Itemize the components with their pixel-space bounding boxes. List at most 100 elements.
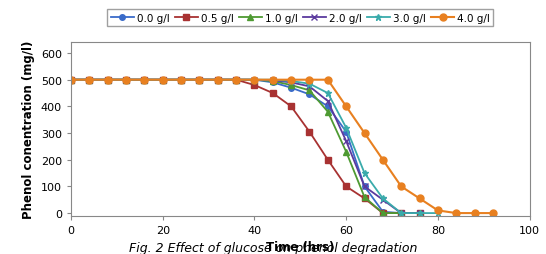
0.5 g/l [251,84,258,87]
0.0 g/l [398,212,405,215]
3.0 g/l [416,212,423,215]
4.0 g/l [196,79,203,82]
0.0 g/l [379,210,386,213]
3.0 g/l [86,79,93,82]
1.0 g/l [233,79,239,82]
3.0 g/l [435,212,441,215]
2.0 g/l [68,79,74,82]
Line: 3.0 g/l: 3.0 g/l [68,77,441,217]
2.0 g/l [324,100,331,103]
1.0 g/l [361,196,368,199]
4.0 g/l [68,79,74,82]
2.0 g/l [306,86,313,89]
0.0 g/l [233,79,239,82]
1.0 g/l [306,89,313,92]
3.0 g/l [196,79,203,82]
0.5 g/l [288,105,294,108]
1.0 g/l [215,79,221,82]
3.0 g/l [379,197,386,200]
4.0 g/l [251,79,258,82]
2.0 g/l [123,79,129,82]
2.0 g/l [416,212,423,215]
0.0 g/l [141,79,147,82]
3.0 g/l [270,79,276,82]
0.0 g/l [86,79,93,82]
3.0 g/l [141,79,147,82]
1.0 g/l [324,111,331,114]
4.0 g/l [288,79,294,82]
0.0 g/l [159,79,166,82]
2.0 g/l [178,79,185,82]
0.0 g/l [251,79,258,82]
3.0 g/l [233,79,239,82]
1.0 g/l [178,79,185,82]
0.0 g/l [343,131,349,134]
3.0 g/l [215,79,221,82]
4.0 g/l [453,212,460,215]
2.0 g/l [86,79,93,82]
0.5 g/l [86,79,93,82]
2.0 g/l [196,79,203,82]
Text: Fig. 2 Effect of glucose on phenol degradation: Fig. 2 Effect of glucose on phenol degra… [129,242,417,254]
2.0 g/l [141,79,147,82]
1.0 g/l [86,79,93,82]
0.0 g/l [288,87,294,90]
4.0 g/l [435,209,441,212]
Line: 0.0 g/l: 0.0 g/l [68,78,404,216]
0.5 g/l [196,79,203,82]
0.5 g/l [123,79,129,82]
3.0 g/l [68,79,74,82]
4.0 g/l [471,212,478,215]
4.0 g/l [159,79,166,82]
4.0 g/l [270,79,276,82]
Line: 0.5 g/l: 0.5 g/l [68,78,422,216]
3.0 g/l [104,79,111,82]
0.5 g/l [398,212,405,215]
1.0 g/l [251,79,258,82]
3.0 g/l [123,79,129,82]
2.0 g/l [379,198,386,201]
3.0 g/l [159,79,166,82]
4.0 g/l [104,79,111,82]
2.0 g/l [233,79,239,82]
0.0 g/l [104,79,111,82]
4.0 g/l [490,212,496,215]
Legend: 0.0 g/l, 0.5 g/l, 1.0 g/l, 2.0 g/l, 3.0 g/l, 4.0 g/l: 0.0 g/l, 0.5 g/l, 1.0 g/l, 2.0 g/l, 3.0 … [108,10,493,27]
4.0 g/l [215,79,221,82]
4.0 g/l [233,79,239,82]
1.0 g/l [104,79,111,82]
4.0 g/l [398,185,405,188]
0.0 g/l [123,79,129,82]
0.5 g/l [343,185,349,188]
2.0 g/l [104,79,111,82]
0.5 g/l [306,131,313,134]
1.0 g/l [123,79,129,82]
1.0 g/l [343,151,349,154]
0.0 g/l [215,79,221,82]
3.0 g/l [178,79,185,82]
4.0 g/l [324,79,331,82]
2.0 g/l [270,80,276,83]
2.0 g/l [215,79,221,82]
1.0 g/l [379,212,386,215]
4.0 g/l [361,132,368,135]
4.0 g/l [123,79,129,82]
0.5 g/l [141,79,147,82]
0.5 g/l [159,79,166,82]
3.0 g/l [361,172,368,175]
1.0 g/l [141,79,147,82]
4.0 g/l [86,79,93,82]
Line: 2.0 g/l: 2.0 g/l [68,77,423,217]
Line: 1.0 g/l: 1.0 g/l [68,78,422,216]
1.0 g/l [270,80,276,83]
2.0 g/l [159,79,166,82]
0.5 g/l [270,92,276,95]
2.0 g/l [251,79,258,82]
0.0 g/l [196,79,203,82]
0.5 g/l [178,79,185,82]
2.0 g/l [398,212,405,215]
0.5 g/l [416,212,423,215]
3.0 g/l [251,79,258,82]
0.5 g/l [233,79,239,82]
2.0 g/l [288,82,294,85]
